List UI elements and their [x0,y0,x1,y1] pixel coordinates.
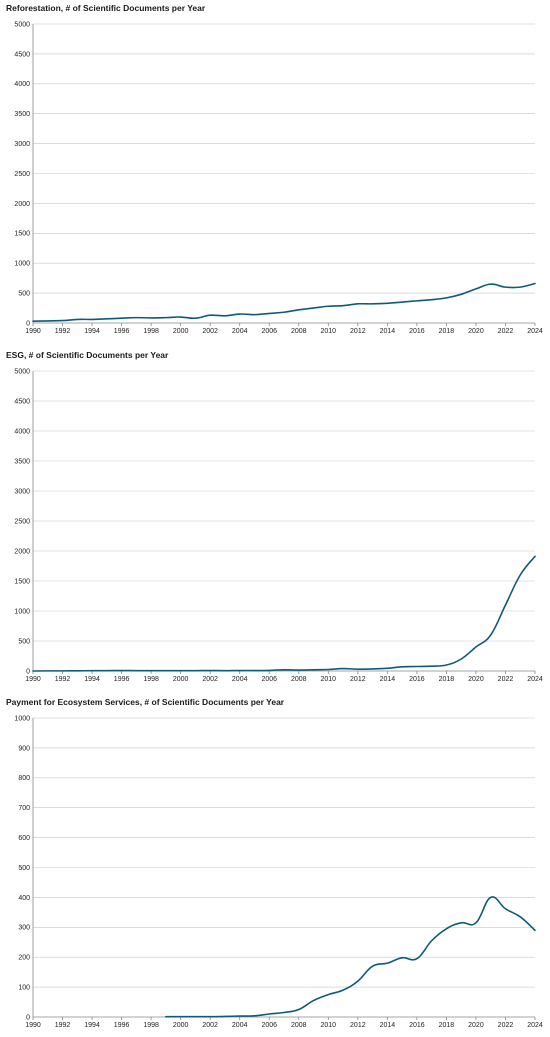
x-tick-label: 2020 [468,328,484,335]
y-tick-label: 4000 [14,428,30,435]
x-tick-label: 2002 [202,676,218,683]
x-tick-label: 2004 [232,676,248,683]
x-tick-label: 2022 [498,328,514,335]
y-tick-label: 2000 [14,548,30,555]
x-tick-label: 2006 [261,676,277,683]
y-tick-label: 500 [18,865,30,872]
y-tick-label: 4500 [14,398,30,405]
x-tick-label: 2002 [202,328,218,335]
y-tick-label: 2000 [14,201,30,208]
x-tick-label: 2000 [173,676,189,683]
x-tick-label: 2012 [350,328,366,335]
x-tick-label: 2018 [439,328,455,335]
y-tick-label: 4500 [14,51,30,58]
y-tick-label: 1000 [14,608,30,615]
x-tick-label: 1998 [143,676,159,683]
x-tick-label: 2008 [291,328,307,335]
y-tick-label: 800 [18,775,30,782]
x-tick-label: 1994 [84,676,100,683]
y-tick-label: 1500 [14,231,30,238]
x-tick-label: 1992 [55,676,71,683]
x-tick-label: 1994 [84,328,100,335]
x-tick-label: 2022 [498,1022,514,1029]
x-tick-label: 2000 [173,1022,189,1029]
x-tick-label: 1990 [25,328,41,335]
y-tick-label: 500 [18,291,30,298]
x-tick-label: 2024 [527,676,543,683]
y-tick-label: 5000 [14,368,30,375]
x-tick-label: 2002 [202,1022,218,1029]
y-tick-label: 400 [18,895,30,902]
x-tick-label: 2012 [350,1022,366,1029]
x-tick-label: 2018 [439,676,455,683]
x-tick-label: 2020 [468,1022,484,1029]
x-tick-label: 2000 [173,328,189,335]
y-tick-label: 0 [26,1014,30,1021]
y-tick-label: 3500 [14,111,30,118]
chart-svg: 0 100 200 300 400 500 600 700 800 900 1000 1990 1992… [14,715,543,1029]
y-tick-label: 0 [26,320,30,327]
x-tick-label: 2022 [498,676,514,683]
y-tick-label: 900 [18,745,30,752]
y-tick-label: 0 [26,668,30,675]
x-tick-label: 1992 [55,328,71,335]
chart-svg: 0 500 1000 1500 2000 2500 3000 3500 4000 4500 5000… [14,21,543,335]
y-tick-label: 3000 [14,141,30,148]
x-tick-label: 2024 [527,1022,543,1029]
x-tick-label: 1992 [55,1022,71,1029]
x-tick-label: 2006 [261,1022,277,1029]
x-tick-label: 2016 [409,676,425,683]
chart-title: Payment for Ecosystem Services, # of Sci… [6,697,285,707]
y-tick-label: 300 [18,925,30,932]
x-tick-label: 2010 [321,328,337,335]
x-tick-label: 2006 [261,328,277,335]
chart-panel-payment-ecosystem-services: Payment for Ecosystem Services, # of Sci… [0,694,550,1037]
x-tick-label: 2016 [409,1022,425,1029]
x-tick-label: 1990 [25,1022,41,1029]
x-tick-label: 1996 [114,1022,130,1029]
y-tick-label: 1000 [14,261,30,268]
x-tick-label: 1996 [114,328,130,335]
x-tick-label: 1996 [114,676,130,683]
y-tick-label: 3500 [14,458,30,465]
y-tick-label: 600 [18,835,30,842]
x-tick-label: 2008 [291,1022,307,1029]
y-tick-label: 4000 [14,81,30,88]
x-tick-label: 2014 [380,328,396,335]
x-tick-label: 2024 [527,328,543,335]
chart-title: ESG, # of Scientific Documents per Year [6,350,169,360]
series-line [32,555,536,672]
x-tick-label: 2008 [291,676,307,683]
series-line [32,282,536,323]
chart-panel-reforestation: Reforestation, # of Scientific Documents… [0,0,550,347]
y-tick-label: 1000 [14,715,30,722]
x-tick-label: 2010 [321,676,337,683]
x-tick-label: 2014 [380,676,396,683]
series-line [165,896,536,1018]
x-tick-label: 1990 [25,676,41,683]
y-tick-label: 700 [18,805,30,812]
x-tick-label: 2020 [468,676,484,683]
y-tick-label: 2500 [14,171,30,178]
x-tick-label: 2004 [232,1022,248,1029]
chart-panel-esg: ESG, # of Scientific Documents per Year … [0,347,550,694]
y-tick-label: 1500 [14,578,30,585]
x-tick-label: 2012 [350,676,366,683]
chart-title: Reforestation, # of Scientific Documents… [6,3,206,13]
x-tick-label: 2004 [232,328,248,335]
x-tick-label: 2018 [439,1022,455,1029]
x-tick-label: 1998 [143,328,159,335]
y-tick-label: 100 [18,985,30,992]
x-tick-label: 1994 [84,1022,100,1029]
x-tick-label: 2010 [321,1022,337,1029]
y-tick-label: 3000 [14,488,30,495]
x-tick-label: 1998 [143,1022,159,1029]
y-tick-label: 500 [18,638,30,645]
chart-svg: 0 500 1000 1500 2000 2500 3000 3500 4000 4500 5000… [14,368,543,683]
y-tick-label: 200 [18,955,30,962]
y-tick-label: 5000 [14,21,30,28]
x-tick-label: 2014 [380,1022,396,1029]
x-tick-label: 2016 [409,328,425,335]
y-tick-label: 2500 [14,518,30,525]
